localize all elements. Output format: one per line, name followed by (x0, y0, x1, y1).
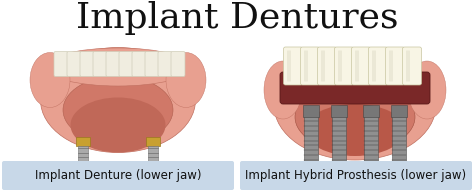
Text: Implant Hybrid Prosthesis (lower jaw): Implant Hybrid Prosthesis (lower jaw) (246, 169, 466, 182)
FancyBboxPatch shape (145, 52, 159, 77)
Bar (392, 113, 406, 173)
Bar (78, 146, 88, 174)
Ellipse shape (305, 104, 405, 156)
FancyBboxPatch shape (171, 52, 185, 77)
FancyBboxPatch shape (385, 47, 404, 85)
Bar (146, 137, 160, 146)
FancyBboxPatch shape (352, 47, 371, 85)
FancyBboxPatch shape (119, 52, 133, 77)
FancyBboxPatch shape (93, 52, 107, 77)
Text: Implant Denture (lower jaw): Implant Denture (lower jaw) (35, 169, 201, 182)
Bar (148, 146, 158, 174)
Ellipse shape (274, 50, 436, 160)
FancyBboxPatch shape (338, 50, 342, 82)
Ellipse shape (71, 97, 165, 152)
FancyBboxPatch shape (280, 72, 430, 104)
FancyBboxPatch shape (2, 161, 234, 190)
Ellipse shape (44, 48, 192, 86)
Ellipse shape (408, 61, 446, 119)
FancyBboxPatch shape (402, 47, 421, 85)
Ellipse shape (40, 48, 195, 152)
Text: Implant Dentures: Implant Dentures (76, 1, 398, 35)
FancyBboxPatch shape (304, 50, 308, 82)
Bar (363, 105, 379, 117)
FancyBboxPatch shape (321, 50, 325, 82)
FancyBboxPatch shape (335, 47, 354, 85)
FancyBboxPatch shape (389, 50, 393, 82)
FancyBboxPatch shape (54, 52, 68, 77)
FancyBboxPatch shape (283, 47, 302, 85)
Ellipse shape (264, 61, 302, 119)
FancyBboxPatch shape (106, 52, 120, 77)
Ellipse shape (63, 76, 173, 144)
FancyBboxPatch shape (368, 47, 388, 85)
FancyBboxPatch shape (287, 50, 291, 82)
Bar (364, 113, 378, 173)
Bar (304, 113, 318, 173)
Ellipse shape (30, 53, 70, 108)
FancyBboxPatch shape (67, 52, 81, 77)
Ellipse shape (166, 53, 206, 108)
FancyBboxPatch shape (132, 52, 146, 77)
FancyBboxPatch shape (355, 50, 359, 82)
FancyBboxPatch shape (240, 161, 472, 190)
FancyBboxPatch shape (318, 47, 337, 85)
FancyBboxPatch shape (301, 47, 319, 85)
FancyBboxPatch shape (158, 52, 172, 77)
Ellipse shape (295, 82, 415, 152)
Bar (332, 113, 346, 173)
FancyBboxPatch shape (80, 52, 94, 77)
FancyBboxPatch shape (372, 50, 376, 82)
Bar (331, 105, 347, 117)
Bar (391, 105, 407, 117)
Bar (303, 105, 319, 117)
Bar (76, 137, 90, 146)
FancyBboxPatch shape (406, 50, 410, 82)
